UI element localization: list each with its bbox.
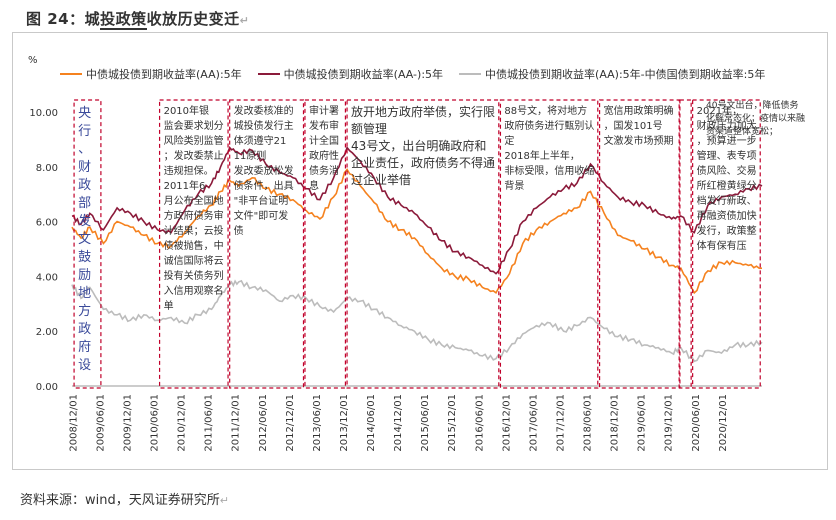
- legend-item: 中债城投债到期收益率(AA-):5年: [257, 66, 444, 82]
- legend-swatch-aa: [60, 73, 82, 75]
- chart-legend: 中债城投债到期收益率(AA):5年 中债城投债到期收益率(AA-):5年 中债城…: [60, 66, 765, 82]
- legend-swatch-spread: [459, 73, 482, 75]
- legend-swatch-aa-minus: [257, 73, 280, 75]
- legend-label-aa: 中债城投债到期收益率(AA):5年: [86, 68, 242, 81]
- legend-label-spread: 中债城投债到期收益率(AA):5年-中债国债到期收益率:5年: [485, 68, 766, 81]
- y-unit-label: %: [28, 55, 38, 66]
- legend-label-aa-minus: 中债城投债到期收益率(AA-):5年: [283, 68, 444, 81]
- chart-frame: [12, 32, 828, 470]
- page-title: 图 24：城投政策收放历史变迁↵: [26, 10, 250, 30]
- source-note: 资料来源：wind，天风证券研究所↵: [20, 493, 229, 508]
- legend-item: 中债城投债到期收益率(AA):5年-中债国债到期收益率:5年: [459, 66, 765, 82]
- legend-item: 中债城投债到期收益率(AA):5年: [60, 66, 242, 82]
